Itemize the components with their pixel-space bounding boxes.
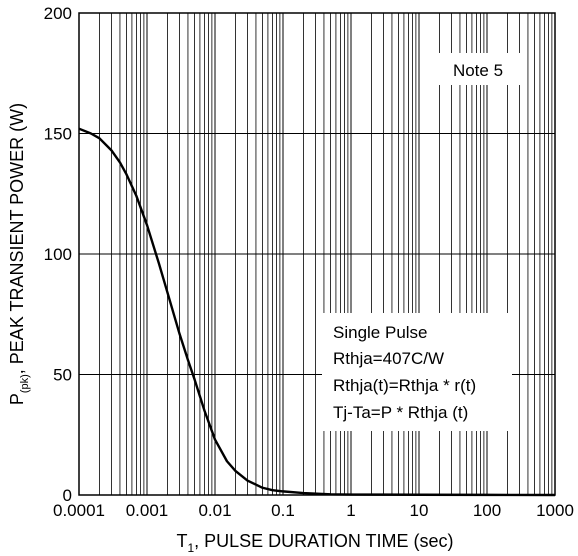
condition-line-4: Tj-Ta=P * Rthja (t): [333, 403, 468, 422]
x-tick-label: 1: [346, 501, 355, 520]
series-line-0: [78, 127, 556, 497]
condition-line-1: Single Pulse: [333, 323, 428, 342]
x-axis-label-subscript: 1: [187, 541, 194, 555]
note-label: Note 5: [453, 61, 503, 80]
condition-line-2: Rthja=407C/W: [333, 349, 444, 368]
x-tick-label: 100: [473, 501, 501, 520]
x-tick-label: 0.001: [126, 501, 169, 520]
y-axis-label-rest: , PEAK TRANSIENT POWER (W): [7, 103, 27, 374]
y-axis-label-main: P: [7, 393, 27, 405]
series-layer: [78, 127, 556, 497]
y-tick-label: 0: [63, 486, 72, 505]
note-box: [432, 53, 524, 85]
y-axis-label-subscript: (pk): [19, 374, 31, 393]
x-tick-label: 0.0001: [53, 501, 105, 520]
y-tick-label: 200: [44, 4, 72, 23]
x-tick-label: 0.01: [198, 501, 231, 520]
y-tick-label: 150: [44, 125, 72, 144]
x-tick-label: 10: [410, 501, 429, 520]
y-tick-label: 50: [53, 366, 72, 385]
x-axis-label: T1, PULSE DURATION TIME (sec): [176, 531, 453, 555]
y-tick-label: 100: [44, 245, 72, 264]
x-tick-labels: 0.0001 0.001 0.01 0.1 1 10 100 1000: [53, 501, 574, 520]
y-tick-labels: 0 50 100 150 200: [44, 4, 72, 505]
x-axis-label-rest: , PULSE DURATION TIME (sec): [194, 531, 453, 551]
conditions-box: [322, 313, 512, 431]
x-tick-label: 0.1: [271, 501, 295, 520]
condition-line-3: Rthja(t)=Rthja * r(t): [333, 376, 476, 395]
plot-frame: [78, 12, 556, 496]
x-tick-label: 1000: [536, 501, 574, 520]
x-axis-label-main: T: [176, 531, 187, 551]
y-axis-label: P(pk), PEAK TRANSIENT POWER (W): [7, 103, 31, 405]
